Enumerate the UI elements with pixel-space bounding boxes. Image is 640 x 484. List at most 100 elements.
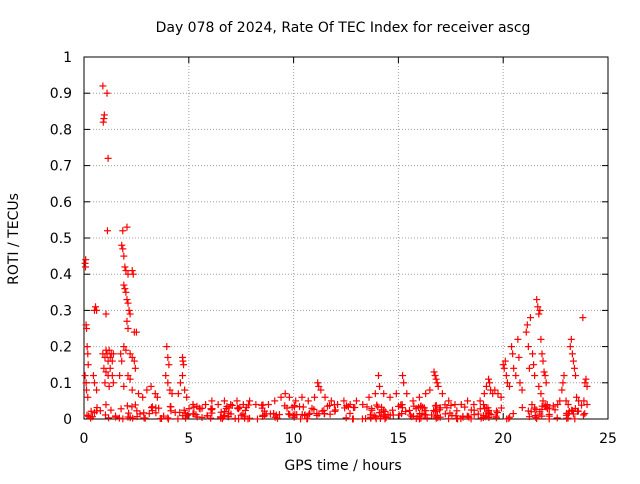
data-point [223,402,231,410]
data-point [277,393,285,401]
data-point [533,296,541,304]
data-point [545,415,553,423]
data-point [83,343,91,351]
data-point [558,386,566,394]
data-point [572,372,580,380]
data-point [342,402,350,410]
data-point [118,357,126,365]
data-point [93,404,101,412]
data-point [351,404,359,412]
data-point [139,393,147,401]
data-point [349,415,357,423]
y-tick-label: 0.7 [50,159,72,175]
data-point [285,410,293,418]
data-point [221,407,229,415]
data-point [124,325,132,332]
data-point [120,252,128,260]
data-point [92,303,100,311]
data-point [174,415,182,423]
data-point [203,412,211,420]
data-point [497,404,505,412]
data-point [503,379,511,387]
data-point [96,407,104,415]
data-point [494,390,502,398]
data-point [573,393,581,401]
data-point [532,406,540,414]
data-point [164,414,172,422]
data-point [164,379,172,387]
data-point [376,382,384,390]
data-point [174,390,182,398]
x-tick-label: 5 [184,431,193,447]
data-point [365,393,373,401]
data-point [524,407,532,415]
data-point [122,346,130,354]
y-tick-label: 0.4 [50,267,72,283]
data-point [566,343,574,351]
data-point [531,404,539,412]
y-tick-label: 0.9 [50,86,72,102]
data-point [266,410,274,418]
data-point [412,415,420,423]
data-point [564,401,572,409]
data-point [101,411,109,419]
data-point [580,397,588,405]
data-point [539,357,547,365]
data-point [132,328,140,336]
x-tick-label: 25 [599,431,617,447]
data-point [523,321,531,329]
data-point [515,353,523,361]
data-point [533,415,541,423]
data-point [476,405,484,413]
data-point [579,411,587,419]
data-point [84,361,92,369]
data-point [560,372,568,380]
data-point [285,393,293,401]
data-point [100,364,108,372]
data-point [133,407,141,415]
data-point [128,353,136,361]
data-point [293,411,301,419]
data-point [453,407,461,415]
data-point [131,364,139,372]
data-point [317,386,325,394]
data-point [123,402,131,410]
data-point [352,397,360,405]
data-point [103,227,111,235]
data-point [531,412,539,420]
data-point [120,281,128,289]
data-point [538,350,546,358]
data-point [313,410,321,418]
data-point [82,379,90,387]
data-point [119,415,127,423]
data-point [534,303,542,311]
data-point [359,401,367,409]
data-point [217,413,225,421]
data-point [166,403,174,411]
data-point [506,413,514,421]
data-point [480,401,488,409]
data-point [565,407,573,415]
data-point [400,379,408,387]
data-point [202,401,210,409]
data-point [123,296,131,304]
data-point [90,379,98,387]
data-point [192,411,200,419]
data-point [415,393,423,401]
x-tick-label: 10 [285,431,303,447]
y-tick-label: 0.3 [50,303,72,319]
data-point [176,379,184,387]
data-point [535,382,543,390]
data-point [231,414,239,422]
data-point [109,379,117,387]
data-point [156,415,164,423]
data-point [537,390,545,398]
data-point [518,386,526,394]
y-tick-label: 0.1 [50,376,72,392]
data-point [189,410,197,418]
data-point [497,393,505,401]
data-point [85,412,93,420]
data-point [168,390,176,398]
data-point [108,372,116,380]
data-point [428,411,436,419]
